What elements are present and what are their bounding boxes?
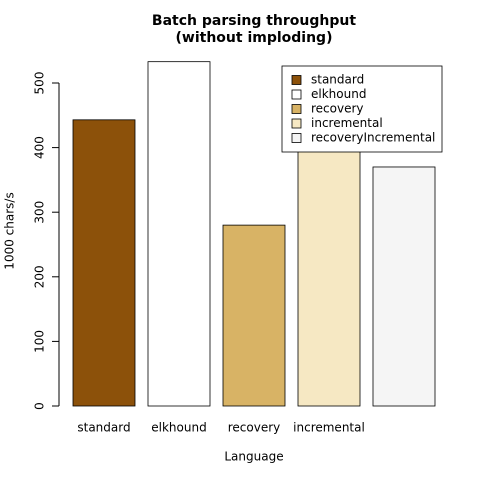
legend-label: standard — [311, 73, 364, 87]
legend-swatch — [291, 89, 302, 100]
legend-label: recovery — [311, 102, 364, 116]
bar — [297, 147, 361, 407]
bar — [72, 119, 136, 407]
y-tick-label: 0 — [33, 402, 47, 410]
legend-label: elkhound — [311, 87, 366, 101]
legend-swatch — [291, 75, 302, 85]
legend-swatch — [291, 104, 302, 114]
y-tick-label: 400 — [33, 136, 47, 159]
y-tick-label: 100 — [33, 330, 47, 353]
chart-subtitle: (without imploding) — [176, 30, 333, 46]
legend-swatch — [291, 118, 302, 129]
bar — [372, 166, 436, 407]
legend-label: incremental — [311, 116, 383, 130]
y-tick-label: 200 — [33, 265, 47, 288]
x-tick-label: recovery — [228, 421, 281, 435]
chart-title: Batch parsing throughput — [152, 13, 356, 29]
bar — [222, 224, 286, 407]
legend-swatch — [291, 133, 302, 143]
x-axis-label: Language — [224, 450, 283, 464]
y-axis-label: 1000 chars/s — [3, 192, 17, 269]
y-tick-label: 300 — [33, 201, 47, 224]
legend-label: recoveryIncremental — [311, 131, 435, 145]
bar — [147, 61, 211, 407]
x-tick-label: standard — [77, 421, 130, 435]
x-tick-label: incremental — [293, 421, 365, 435]
x-tick-label: elkhound — [151, 421, 206, 435]
y-tick-label: 500 — [33, 72, 47, 95]
legend-box — [281, 65, 443, 153]
